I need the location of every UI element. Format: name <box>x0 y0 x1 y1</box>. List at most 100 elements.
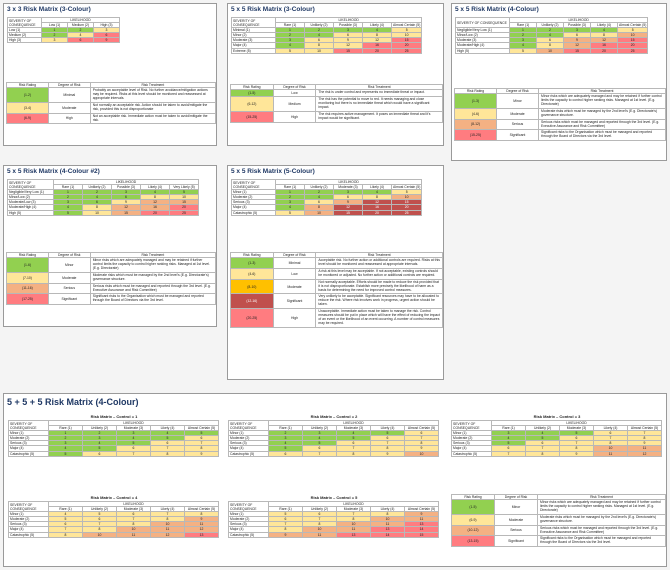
risk-score-cell: 8 <box>150 450 185 457</box>
risk-score-cell: 8 <box>404 440 439 447</box>
likelihood-header: LIKELIHOOD <box>268 419 439 427</box>
matrix-row: Negligible/Very Low (1) 1 2 3 4 5 <box>455 27 649 34</box>
risk-score-cell: 11 <box>627 445 662 452</box>
risk-score-cell: 14 <box>404 526 439 533</box>
likelihood-header: LIKELIHOOD <box>48 500 219 508</box>
matrix-grid: SEVERITY OF CONSEQUENCE LIKELIHOOD Rare (1… <box>8 419 219 457</box>
degree-of-risk: Significant <box>47 293 91 306</box>
degree-of-risk: High <box>272 110 317 123</box>
severity-header: SEVERITY OF CONSEQUENCE <box>7 178 54 191</box>
matrix-row: Minor (1) 3 4 5 6 7 <box>451 430 662 437</box>
risk-score-cell: 15 <box>333 47 363 54</box>
risk-score-cell: 5 <box>169 189 199 196</box>
risk-score-cell: 15 <box>563 47 591 54</box>
treatment-text: Significant risks to the Organisation wh… <box>89 293 216 306</box>
risk-score-cell: 10 <box>82 209 112 216</box>
risk-treatment-table: Risk Rating Degree of Risk Risk Treatment(… <box>454 87 666 142</box>
risk-score-cell: 11 <box>302 531 337 538</box>
matrix-row: Minor (1) 2 3 4 5 6 <box>228 430 439 437</box>
degree-of-risk: Minimal <box>272 257 317 269</box>
risk-score-cell: 15 <box>390 199 423 206</box>
degree-of-risk: Moderate <box>494 513 538 526</box>
risk-treatment-table: Risk Rating Degree of Risk Risk Treatment(… <box>6 81 216 125</box>
risk-score-cell: 7 <box>491 450 526 457</box>
risk-score-cell: 6 <box>82 450 117 457</box>
treatment-row: (6-9) High Not an acceptable risk. Immedia… <box>6 112 216 125</box>
severity-row-label: Catastrophic (5) <box>451 450 492 457</box>
treatment-header: Risk Treatment <box>315 83 443 91</box>
treatment-text: Acceptable risk. No further action or ad… <box>315 257 443 269</box>
treatment-text: Serious risks which must be managed and … <box>538 118 666 131</box>
degree-of-risk: Significant <box>496 129 539 142</box>
panel-5x5-5colour: 5 x 5 Risk Matrix (5-Colour) SEVERITY OF… <box>227 165 444 380</box>
treatment-grid: Risk Rating Degree of Risk Risk Treatment(… <box>6 251 216 306</box>
treatment-text: The risk has the potential to move to re… <box>315 96 443 112</box>
treatment-text: The risk requires active management. It … <box>315 110 443 123</box>
matrix-row: Serious (3) 6 7 8 10 11 <box>8 521 219 528</box>
matrix-row: Moderate (2) 3 4 5 6 7 <box>228 435 439 442</box>
panel-5x5-3colour: 5 x 5 Risk Matrix (3-Colour) SEVERITY OF… <box>227 3 444 146</box>
panel-5x5-4colour: 5 x 5 Risk Matrix (4-Colour) SEVERITY OF… <box>451 3 667 161</box>
likelihood-header: LIKELIHOOD <box>268 500 439 508</box>
risk-rating-range: (11-16) <box>6 282 49 295</box>
risk-score-cell: 11 <box>116 531 151 538</box>
treatment-text: Unacceptable. Immediate action must be t… <box>315 308 443 328</box>
matrix-row: High (5) 5 10 15 20 25 <box>7 209 199 216</box>
matrix-row: Major (4) 4 5 6 7 8 <box>8 445 219 452</box>
treatment-text: Serious risks which must be managed and … <box>89 282 216 295</box>
risk-rating-range: (7-10) <box>6 271 49 284</box>
risk-score-cell: 10 <box>304 209 334 216</box>
treatment-text: Very unlikely to be acceptable. Signific… <box>315 293 443 310</box>
risk-score-cell: 10 <box>536 47 564 54</box>
risk-score-cell: 8 <box>48 531 83 538</box>
degree-of-risk: Significant <box>494 535 538 548</box>
risk-score-cell: 9 <box>559 450 594 457</box>
matrix-grid: SEVERITY OF CONSEQUENCE LIKELIHOOD Rare (1… <box>7 178 199 216</box>
severity-row-label: High (5) <box>455 47 510 54</box>
panel-3x3-3colour: 3 x 3 Risk Matrix (3-Colour) SEVERITY OF… <box>3 3 217 146</box>
risk-score-cell: 10 <box>390 194 423 201</box>
risk-score-cell: 12 <box>184 526 219 533</box>
risk-score-cell: 9 <box>370 450 405 457</box>
risk-score-cell: 9 <box>404 445 439 452</box>
treatment-header: Risk Treatment <box>89 251 216 259</box>
matrix-row: Low (1) 1 2 3 <box>7 27 120 34</box>
risk-rating-range: (1-5) <box>230 89 274 97</box>
risk-rating-range: (17-25) <box>6 293 49 306</box>
risk-score-cell: 6 <box>67 37 94 44</box>
treatment-text: Not normally acceptable. Efforts should … <box>315 278 443 295</box>
matrix-grid: SEVERITY OF CONSEQUENCE LIKELIHOOD Rare (1… <box>228 500 439 538</box>
severity-header: SEVERITY OF CONSEQUENCE <box>455 16 510 29</box>
treatment-row: (20-25) High Unacceptable. Immediate actio… <box>230 308 443 328</box>
matrix-row: Serious (3) 5 6 7 8 9 <box>451 440 662 447</box>
likelihood-col-header: Almost Certain (5) <box>390 184 423 191</box>
severity-row-label: Catastrophic (5) <box>228 531 269 538</box>
treatment-text: Not an acceptable risk. Immediate action… <box>89 112 216 125</box>
treatment-row: (10-12) Serious Serious risks which must b… <box>451 524 666 537</box>
risk-rating-range: (1-2) <box>6 87 49 103</box>
treatment-text: Probably an acceptable level of Risk. No… <box>89 87 216 103</box>
risk-matrix-table: SEVERITY OF CONSEQUENCE LIKELIHOOD Rare (1… <box>7 178 199 216</box>
treatment-header: Risk Treatment <box>538 87 666 95</box>
risk-score-cell: 25 <box>616 47 649 54</box>
risk-score-cell: 25 <box>390 209 423 216</box>
treatment-row: (7-10) Moderate Moderate risks which must … <box>6 271 216 284</box>
degree-of-risk: Medium <box>272 96 317 112</box>
treatment-header: Risk Treatment <box>537 493 666 501</box>
treatment-grid: Risk Rating Degree of Risk Risk Treatment(… <box>230 83 443 123</box>
risk-matrix-control-5: SEVERITY OF CONSEQUENCE LIKELIHOOD Rare (1… <box>228 500 439 538</box>
risk-score-cell: 12 <box>150 531 185 538</box>
risk-score-cell: 11 <box>593 450 628 457</box>
risk-rating-range: (3-4) <box>6 101 49 114</box>
treatment-row: (6-9) Moderate Moderate risks which must b… <box>451 513 666 526</box>
degree-of-risk: Minimal <box>47 87 91 103</box>
risk-matrix-control-1: SEVERITY OF CONSEQUENCE LIKELIHOOD Rare (1… <box>8 419 219 457</box>
degree-of-risk: Minor <box>47 257 91 273</box>
risk-score-cell: 20 <box>169 204 199 211</box>
degree-of-risk: Low <box>272 267 317 280</box>
treatment-header: Risk Treatment <box>315 251 443 259</box>
likelihood-col-header: Almost Certain (5) <box>627 425 662 432</box>
risk-score-cell: 20 <box>390 42 423 49</box>
treatment-row: (4-6) Moderate Moderate risks which must b… <box>454 107 666 120</box>
risk-score-cell: 6 <box>268 450 303 457</box>
